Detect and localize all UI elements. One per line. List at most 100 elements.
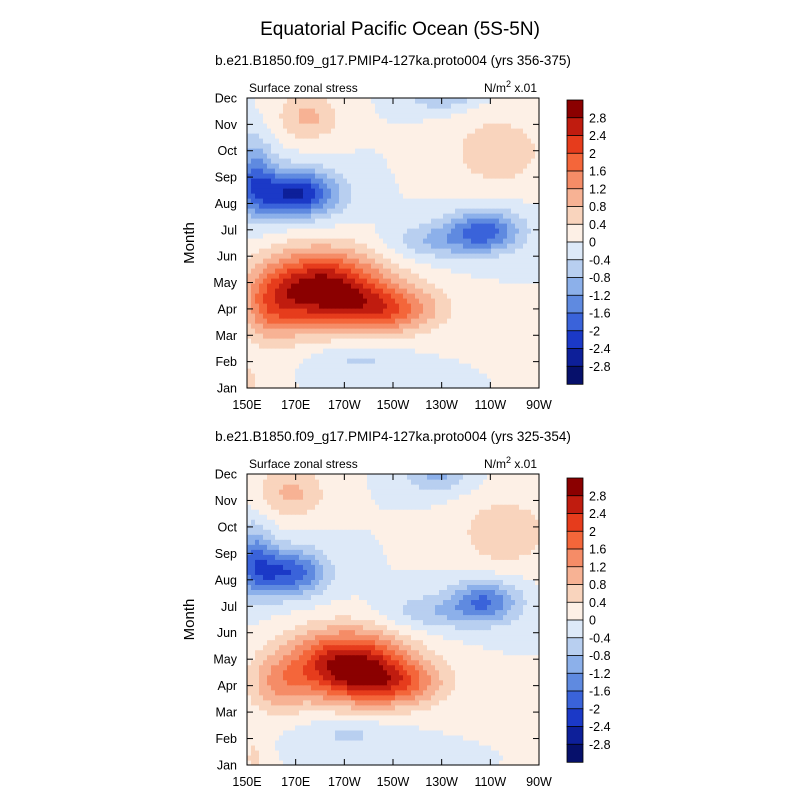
contour-cell bbox=[307, 238, 312, 244]
contour-cell bbox=[455, 383, 460, 389]
contour-cell bbox=[471, 283, 476, 289]
contour-cell bbox=[503, 268, 508, 274]
contour-cell bbox=[263, 754, 268, 761]
contour-cell bbox=[459, 238, 464, 244]
contour-cell bbox=[287, 278, 292, 284]
contour-cell bbox=[459, 113, 464, 119]
contour-cell bbox=[447, 323, 452, 329]
contour-cell bbox=[403, 133, 408, 139]
contour-cell bbox=[483, 213, 488, 219]
contour-cell bbox=[455, 143, 460, 149]
contour-cell bbox=[335, 293, 340, 299]
contour-cell bbox=[379, 198, 384, 204]
contour-cell bbox=[503, 123, 508, 129]
contour-cell bbox=[431, 348, 436, 354]
contour-cell bbox=[379, 313, 384, 319]
contour-cell bbox=[439, 238, 444, 244]
contour-cell bbox=[491, 233, 496, 239]
contour-cell bbox=[459, 173, 464, 179]
contour-cell bbox=[287, 238, 292, 244]
contour-cell bbox=[351, 243, 356, 249]
contour-cell bbox=[319, 734, 324, 741]
contour-cell bbox=[367, 178, 372, 184]
contour-cell bbox=[263, 103, 268, 109]
contour-cell bbox=[503, 98, 508, 104]
contour-cell bbox=[503, 243, 508, 249]
contour-cell bbox=[415, 118, 420, 124]
contour-cell bbox=[323, 734, 328, 741]
contour-cell bbox=[367, 283, 372, 289]
contour-cell bbox=[423, 288, 428, 294]
contour-cell bbox=[507, 383, 512, 389]
contour-cell bbox=[251, 168, 256, 174]
contour-cell bbox=[347, 749, 352, 756]
contour-cell bbox=[523, 178, 528, 184]
contour-cell bbox=[359, 188, 364, 194]
contour-cell bbox=[535, 754, 540, 761]
contour-cell bbox=[347, 734, 352, 741]
contour-cell bbox=[351, 113, 356, 119]
contour-cell bbox=[375, 734, 380, 741]
contour-cell bbox=[447, 759, 452, 766]
contour-cell bbox=[483, 163, 488, 169]
contour-cell bbox=[503, 348, 508, 354]
contour-cell bbox=[327, 273, 332, 279]
contour-cell bbox=[315, 138, 320, 144]
contour-cell bbox=[459, 213, 464, 219]
contour-cell bbox=[471, 293, 476, 299]
contour-cell bbox=[263, 218, 268, 224]
contour-cell bbox=[507, 283, 512, 289]
contour-cell bbox=[271, 248, 276, 254]
contour-cell bbox=[371, 283, 376, 289]
contour-cell bbox=[439, 378, 444, 384]
contour-cell bbox=[415, 353, 420, 359]
contour-cell bbox=[443, 724, 448, 731]
contour-cell bbox=[327, 318, 332, 324]
contour-cell bbox=[455, 108, 460, 114]
contour-cell bbox=[459, 719, 464, 726]
contour-cell bbox=[535, 338, 540, 344]
contour-cell bbox=[259, 133, 264, 139]
contour-cell bbox=[387, 253, 392, 259]
contour-cell bbox=[499, 333, 504, 339]
contour-cell bbox=[475, 383, 480, 389]
contour-cell bbox=[479, 343, 484, 349]
contour-cell bbox=[499, 133, 504, 139]
contour-cell bbox=[511, 273, 516, 279]
contour-cell bbox=[531, 348, 536, 354]
contour-cell bbox=[343, 253, 348, 259]
contour-cell bbox=[523, 218, 528, 224]
contour-cell bbox=[279, 188, 284, 194]
contour-cell bbox=[431, 98, 436, 104]
contour-cell bbox=[451, 273, 456, 279]
contour-cell bbox=[267, 213, 272, 219]
contour-cell bbox=[335, 208, 340, 214]
contour-cell bbox=[503, 143, 508, 149]
contour-cell bbox=[279, 263, 284, 269]
contour-cell bbox=[247, 724, 252, 731]
contour-cell bbox=[467, 323, 472, 329]
contour-cell bbox=[467, 248, 472, 254]
contour-cell bbox=[487, 749, 492, 756]
contour-cell bbox=[491, 749, 496, 756]
contour-cell bbox=[535, 268, 540, 274]
contour-cell bbox=[319, 363, 324, 369]
contour-cell bbox=[343, 243, 348, 249]
contour-cell bbox=[255, 759, 260, 766]
contour-cell bbox=[511, 729, 516, 736]
contour-cell bbox=[259, 143, 264, 149]
contour-cell bbox=[491, 193, 496, 199]
contour-cell bbox=[435, 113, 440, 119]
contour-cell bbox=[535, 233, 540, 239]
contour-cell bbox=[327, 719, 332, 726]
contour-cell bbox=[263, 744, 268, 751]
contour-cell bbox=[479, 233, 484, 239]
contour-cell bbox=[267, 138, 272, 144]
contour-cell bbox=[323, 353, 328, 359]
contour-cell bbox=[403, 724, 408, 731]
contour-cell bbox=[347, 168, 352, 174]
contour-cell bbox=[359, 724, 364, 731]
contour-cell bbox=[475, 744, 480, 751]
contour-cell bbox=[283, 343, 288, 349]
contour-cell bbox=[515, 258, 520, 264]
